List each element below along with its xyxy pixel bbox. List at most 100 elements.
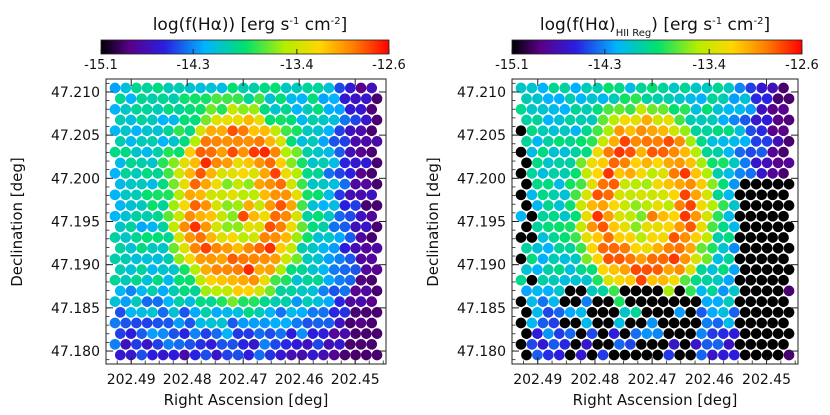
spaxel	[723, 146, 735, 158]
spaxel	[652, 114, 664, 126]
spaxel	[548, 146, 560, 158]
spaxel	[728, 306, 740, 318]
spaxel	[173, 104, 185, 115]
spaxel	[783, 328, 795, 339]
spaxel	[532, 306, 543, 318]
spaxel	[275, 285, 287, 297]
spaxel	[542, 93, 554, 105]
spaxel	[526, 146, 538, 158]
spaxel	[307, 285, 319, 297]
spaxel	[657, 146, 669, 158]
spaxel	[360, 242, 372, 254]
spaxel	[366, 189, 378, 201]
spaxel	[685, 328, 696, 339]
spaxel	[168, 157, 180, 169]
spaxel	[168, 285, 180, 297]
spaxel	[614, 146, 625, 158]
spaxel	[243, 136, 255, 147]
spaxel	[350, 178, 361, 190]
spaxel	[125, 242, 137, 254]
spaxel	[712, 189, 724, 201]
spaxel	[131, 253, 142, 265]
spaxel	[553, 200, 565, 211]
spaxel	[745, 146, 757, 158]
spaxel	[734, 296, 746, 307]
spaxel	[339, 349, 351, 361]
spaxel	[646, 146, 658, 158]
spaxel	[248, 104, 260, 115]
spaxel	[767, 317, 778, 329]
spaxel	[184, 296, 196, 307]
spaxel	[114, 242, 126, 254]
spaxel	[619, 114, 631, 126]
spaxel	[701, 253, 713, 265]
spaxel	[227, 274, 238, 286]
spaxel	[366, 82, 378, 94]
spaxel	[360, 114, 372, 126]
spaxel	[592, 210, 603, 222]
spaxel	[350, 285, 361, 297]
spaxel	[200, 114, 212, 126]
spaxel	[328, 242, 340, 254]
x-tick-label: 202.45	[742, 372, 791, 388]
spaxel	[275, 221, 287, 233]
spaxel	[312, 317, 324, 329]
spaxel	[679, 253, 691, 265]
spaxel	[232, 285, 244, 297]
spaxel	[344, 232, 356, 243]
spaxel	[614, 296, 625, 307]
spaxel	[114, 157, 126, 169]
spaxel	[248, 274, 260, 286]
spaxel	[734, 82, 746, 94]
spaxel	[718, 93, 729, 105]
spaxel	[360, 285, 372, 297]
spaxel	[559, 253, 571, 265]
spaxel	[674, 285, 685, 297]
spaxel	[521, 178, 532, 190]
spaxel	[350, 328, 361, 339]
spaxel	[205, 82, 217, 94]
spaxel	[355, 338, 367, 350]
spaxel	[141, 210, 153, 222]
spaxel	[286, 328, 297, 339]
spaxel	[581, 82, 592, 94]
x-axis-label: Right Ascension [deg]	[164, 391, 329, 409]
spaxel	[521, 306, 532, 318]
spaxel	[344, 338, 356, 350]
spaxel	[526, 168, 538, 179]
spaxel	[248, 168, 260, 179]
spaxel	[280, 168, 292, 179]
spaxel	[312, 338, 324, 350]
spaxel	[350, 221, 361, 233]
spaxel	[597, 349, 609, 361]
spaxel	[334, 146, 345, 158]
spaxel	[586, 136, 598, 147]
spaxel	[668, 189, 680, 201]
spaxel	[663, 157, 675, 169]
spaxel	[344, 125, 356, 137]
spaxel	[625, 189, 636, 201]
spaxel	[366, 317, 378, 329]
spaxel	[619, 93, 631, 105]
spaxel	[125, 136, 137, 147]
spaxel	[259, 82, 271, 94]
spaxel	[542, 242, 554, 254]
spaxel	[120, 296, 132, 307]
spaxel	[371, 178, 383, 190]
spaxel	[603, 82, 614, 94]
spaxel	[318, 114, 329, 126]
spaxel	[537, 338, 549, 350]
spaxel	[586, 221, 598, 233]
spaxel	[216, 189, 228, 201]
spaxel	[559, 104, 571, 115]
spaxel	[286, 306, 297, 318]
spaxel	[723, 168, 735, 179]
spaxel	[323, 317, 335, 329]
spaxel	[575, 349, 587, 361]
spaxel	[592, 82, 603, 94]
spaxel	[350, 306, 361, 318]
spaxel	[328, 157, 340, 169]
spaxel	[114, 114, 126, 126]
spaxel	[147, 328, 158, 339]
spaxel	[371, 200, 383, 211]
